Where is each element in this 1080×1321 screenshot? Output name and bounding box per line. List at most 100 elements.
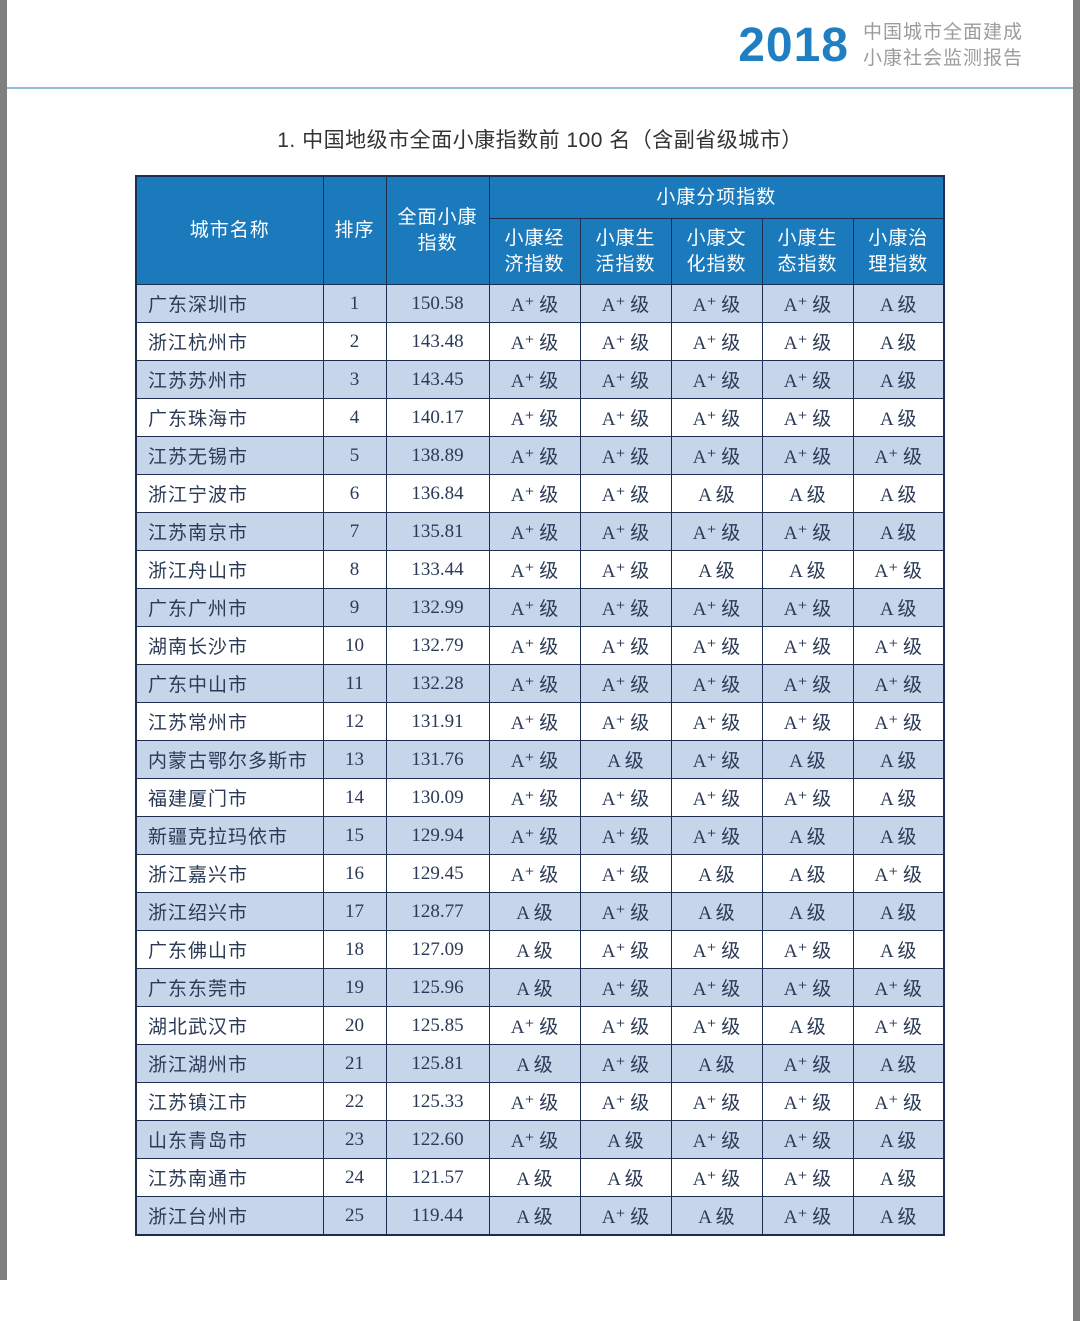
economy-grade-cell: A⁺ 级	[488, 626, 581, 665]
rank-cell: 12	[322, 702, 387, 741]
governance-grade-cell: A⁺ 级	[852, 854, 945, 893]
overall-index-cell: 128.77	[385, 892, 490, 931]
ecology-grade-cell: A 级	[761, 816, 854, 855]
ecology-grade-cell: A 级	[761, 1006, 854, 1045]
table-row: 广东中山市 11 132.28 A⁺ 级 A⁺ 级 A⁺ 级 A⁺ 级 A⁺ 级	[135, 664, 945, 703]
culture-grade-cell: A 级	[670, 1196, 763, 1236]
ecology-grade-cell: A⁺ 级	[761, 360, 854, 399]
ecology-grade-cell: A⁺ 级	[761, 398, 854, 437]
ecology-grade-cell: A⁺ 级	[761, 930, 854, 969]
well-off-index-table: 城市名称 排序 全面小康 指数 小康分项指数 小康经 济指数 小康生 活指数 小…	[135, 175, 946, 1236]
city-cell: 广东中山市	[135, 664, 324, 703]
table-header: 城市名称 排序 全面小康 指数 小康分项指数 小康经 济指数 小康生 活指数 小…	[135, 175, 945, 285]
culture-grade-cell: A⁺ 级	[670, 816, 763, 855]
rank-cell: 16	[322, 854, 387, 893]
rank-cell: 19	[322, 968, 387, 1007]
header-ecology-index: 小康生 态指数	[761, 218, 854, 285]
rank-cell: 22	[322, 1082, 387, 1121]
ecology-grade-cell: A⁺ 级	[761, 588, 854, 627]
overall-index-cell: 132.79	[385, 626, 490, 665]
economy-grade-cell: A⁺ 级	[488, 1082, 581, 1121]
ecology-grade-cell: A 级	[761, 550, 854, 589]
culture-grade-cell: A⁺ 级	[670, 360, 763, 399]
governance-grade-cell: A 级	[852, 398, 945, 437]
life-grade-cell: A⁺ 级	[579, 1044, 672, 1083]
overall-index-cell: 119.44	[385, 1196, 490, 1236]
life-grade-cell: A⁺ 级	[579, 816, 672, 855]
overall-index-cell: 131.76	[385, 740, 490, 779]
city-cell: 浙江杭州市	[135, 322, 324, 361]
ecology-grade-cell: A 级	[761, 854, 854, 893]
life-grade-cell: A⁺ 级	[579, 588, 672, 627]
table-title: 1. 中国地级市全面小康指数前 100 名（含副省级城市）	[277, 129, 803, 152]
header-city-name: 城市名称	[135, 175, 324, 285]
overall-index-cell: 125.81	[385, 1044, 490, 1083]
life-grade-cell: A⁺ 级	[579, 474, 672, 513]
economy-grade-cell: A 级	[488, 892, 581, 931]
header-sub-index-group: 小康分项指数	[488, 175, 945, 219]
governance-grade-cell: A⁺ 级	[852, 702, 945, 741]
rank-cell: 18	[322, 930, 387, 969]
culture-grade-cell: A⁺ 级	[670, 664, 763, 703]
overall-index-cell: 129.94	[385, 816, 490, 855]
governance-grade-cell: A 级	[852, 778, 945, 817]
life-grade-cell: A⁺ 级	[579, 930, 672, 969]
city-cell: 山东青岛市	[135, 1120, 324, 1159]
life-grade-cell: A⁺ 级	[579, 284, 672, 323]
economy-grade-cell: A 级	[488, 1196, 581, 1236]
culture-grade-cell: A⁺ 级	[670, 1006, 763, 1045]
rank-cell: 6	[322, 474, 387, 513]
ecology-grade-cell: A⁺ 级	[761, 436, 854, 475]
city-cell: 广东广州市	[135, 588, 324, 627]
governance-grade-cell: A⁺ 级	[852, 1082, 945, 1121]
ecology-grade-cell: A⁺ 级	[761, 1044, 854, 1083]
life-grade-cell: A⁺ 级	[579, 550, 672, 589]
city-cell: 江苏常州市	[135, 702, 324, 741]
economy-grade-cell: A 级	[488, 1044, 581, 1083]
city-cell: 江苏苏州市	[135, 360, 324, 399]
overall-index-cell: 131.91	[385, 702, 490, 741]
governance-grade-cell: A 级	[852, 1044, 945, 1083]
table-row: 江苏无锡市 5 138.89 A⁺ 级 A⁺ 级 A⁺ 级 A⁺ 级 A⁺ 级	[135, 436, 945, 475]
rank-cell: 7	[322, 512, 387, 551]
governance-grade-cell: A 级	[852, 360, 945, 399]
city-cell: 浙江宁波市	[135, 474, 324, 513]
culture-grade-cell: A 级	[670, 474, 763, 513]
economy-grade-cell: A⁺ 级	[488, 702, 581, 741]
ecology-grade-cell: A⁺ 级	[761, 1120, 854, 1159]
ecology-grade-cell: A⁺ 级	[761, 778, 854, 817]
brand-title-line1: 中国城市全面建成	[862, 22, 1023, 43]
life-grade-cell: A⁺ 级	[579, 1196, 672, 1236]
economy-grade-cell: A⁺ 级	[488, 474, 581, 513]
governance-grade-cell: A⁺ 级	[852, 968, 945, 1007]
life-grade-cell: A⁺ 级	[579, 436, 672, 475]
rank-cell: 24	[322, 1158, 387, 1197]
rank-cell: 2	[322, 322, 387, 361]
culture-grade-cell: A⁺ 级	[670, 588, 763, 627]
culture-grade-cell: A⁺ 级	[670, 322, 763, 361]
rank-cell: 3	[322, 360, 387, 399]
brand-title-line2: 小康社会监测报告	[862, 47, 1023, 69]
header-life-index: 小康生 活指数	[579, 218, 672, 285]
header-culture-index: 小康文 化指数	[670, 218, 763, 285]
brand-year: 2018	[738, 18, 849, 72]
city-cell: 浙江嘉兴市	[135, 854, 324, 893]
ecology-grade-cell: A⁺ 级	[761, 664, 854, 703]
life-grade-cell: A⁺ 级	[579, 360, 672, 399]
rank-cell: 25	[322, 1196, 387, 1236]
table-row: 江苏常州市 12 131.91 A⁺ 级 A⁺ 级 A⁺ 级 A⁺ 级 A⁺ 级	[135, 702, 945, 741]
rank-cell: 11	[322, 664, 387, 703]
city-cell: 浙江绍兴市	[135, 892, 324, 931]
life-grade-cell: A⁺ 级	[579, 702, 672, 741]
life-grade-cell: A⁺ 级	[579, 322, 672, 361]
governance-grade-cell: A 级	[852, 816, 945, 855]
